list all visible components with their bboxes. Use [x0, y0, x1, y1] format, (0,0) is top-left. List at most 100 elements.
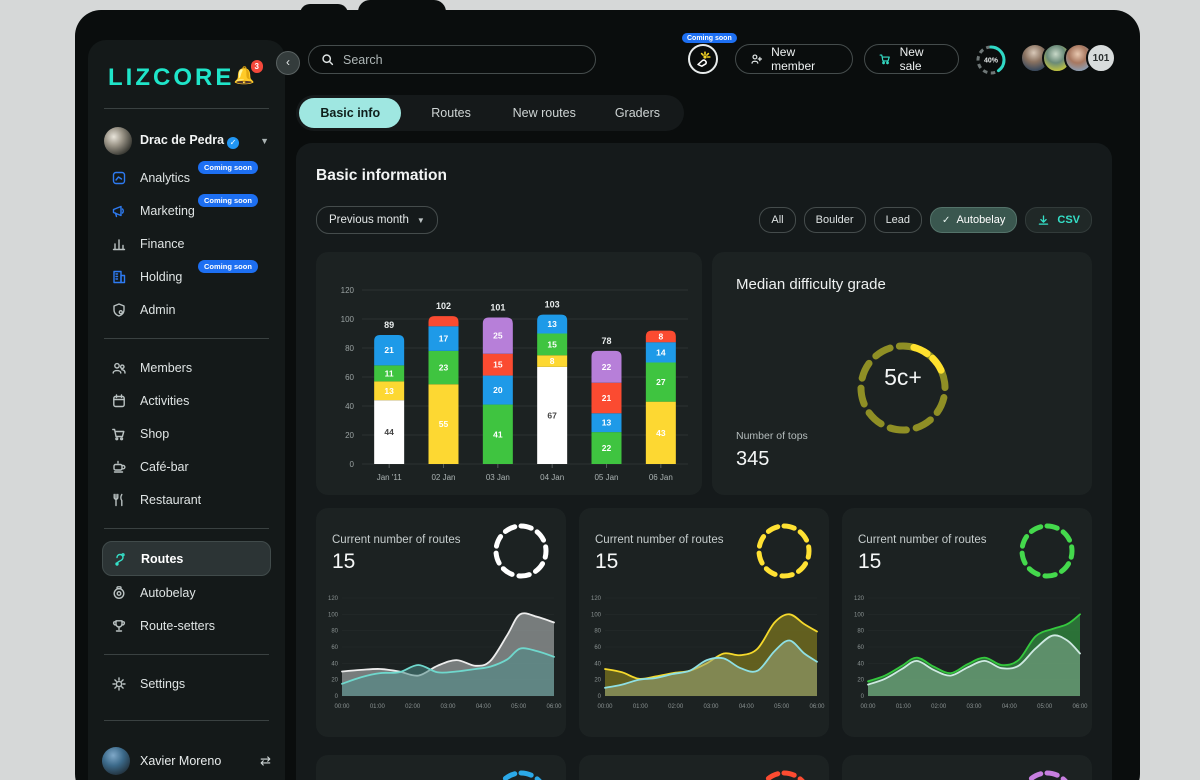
- svg-text:13: 13: [547, 319, 557, 329]
- period-selector[interactable]: Previous month ▼: [316, 206, 438, 234]
- sidebar-item-holding[interactable]: Holding Coming soon: [102, 260, 271, 293]
- sidebar-item-label: Members: [140, 360, 193, 375]
- tab-basic-info[interactable]: Basic info: [299, 98, 402, 128]
- card-value: 15: [332, 550, 356, 573]
- sidebar-item-activities[interactable]: Activities: [102, 384, 271, 417]
- svg-text:03:00: 03:00: [440, 704, 456, 710]
- sidebar-item-restaurant[interactable]: Restaurant: [102, 483, 271, 516]
- svg-text:11: 11: [385, 368, 394, 378]
- svg-text:02:00: 02:00: [668, 704, 684, 710]
- svg-text:20: 20: [594, 678, 601, 684]
- search-placeholder: Search: [343, 52, 383, 67]
- sidebar-collapse-button[interactable]: ‹: [276, 51, 300, 75]
- online-users[interactable]: 101: [1020, 43, 1116, 73]
- filter-boulder[interactable]: Boulder: [803, 207, 866, 233]
- svg-text:60: 60: [331, 645, 338, 651]
- tab-new-routes[interactable]: New routes: [512, 106, 576, 120]
- svg-text:100: 100: [328, 612, 339, 618]
- svg-text:0: 0: [350, 460, 355, 469]
- filter-all[interactable]: All: [759, 207, 796, 233]
- svg-text:40%: 40%: [984, 58, 999, 65]
- svg-text:13: 13: [602, 418, 612, 428]
- card-value: 15: [595, 550, 619, 573]
- svg-text:0: 0: [598, 694, 602, 700]
- tops-value: 345: [736, 448, 770, 470]
- sidebar-item-label: Finance: [140, 236, 185, 251]
- svg-text:80: 80: [857, 629, 864, 635]
- gear-icon: [110, 675, 128, 693]
- tab-routes[interactable]: Routes: [431, 106, 471, 120]
- routes-mini-card-partial-1: Current number of routes: [579, 755, 829, 780]
- svg-text:20: 20: [331, 678, 338, 684]
- sidebar-item-routes[interactable]: Routes: [102, 541, 271, 576]
- svg-text:00:00: 00:00: [597, 704, 613, 710]
- idea-button[interactable]: Coming soon: [682, 33, 737, 76]
- svg-text:80: 80: [331, 629, 338, 635]
- svg-text:100: 100: [341, 315, 355, 324]
- svg-text:05:00: 05:00: [1037, 704, 1053, 710]
- sidebar-item-marketing[interactable]: Marketing Coming soon: [102, 194, 271, 227]
- user-switcher[interactable]: Xavier Moreno ⇄: [102, 733, 271, 775]
- svg-text:8: 8: [550, 356, 555, 366]
- svg-text:02 Jan: 02 Jan: [431, 473, 455, 482]
- sidebar-item-members[interactable]: Members: [102, 351, 271, 384]
- calendar-icon: [110, 392, 128, 410]
- sidebar-item-admin[interactable]: Admin: [102, 293, 271, 326]
- new-sale-button[interactable]: New sale: [864, 44, 959, 74]
- sidebar-item-label: Analytics: [140, 170, 191, 185]
- svg-text:0: 0: [861, 694, 865, 700]
- analytics-icon: [110, 169, 128, 187]
- notifications-button[interactable]: 🔔 3: [234, 60, 263, 86]
- sidebar-item-autobelay[interactable]: Autobelay: [102, 576, 271, 609]
- coffee-icon: [110, 458, 128, 476]
- search-input[interactable]: Search: [308, 45, 596, 74]
- progress-ring: [756, 770, 812, 780]
- svg-text:89: 89: [384, 320, 394, 330]
- svg-text:100: 100: [591, 612, 602, 618]
- median-grade-card: Median difficulty grade 5c+ Number of to…: [712, 252, 1092, 495]
- svg-text:40: 40: [594, 661, 601, 667]
- sidebar-item-shop[interactable]: Shop: [102, 417, 271, 450]
- svg-text:60: 60: [594, 645, 601, 651]
- belay-icon: [110, 584, 128, 602]
- svg-text:15: 15: [493, 360, 503, 370]
- divider: [104, 720, 269, 721]
- filter-autobelay[interactable]: ✓ Autobelay: [930, 207, 1018, 233]
- sidebar-item-label: Marketing: [140, 203, 195, 218]
- svg-text:20: 20: [493, 385, 503, 395]
- svg-text:21: 21: [384, 345, 394, 355]
- svg-text:40: 40: [857, 661, 864, 667]
- sidebar-item-analytics[interactable]: Analytics Coming soon: [102, 161, 271, 194]
- svg-text:67: 67: [547, 410, 557, 420]
- sidebar-item-cafe-bar[interactable]: Café-bar: [102, 450, 271, 483]
- filter-lead[interactable]: Lead: [873, 207, 923, 233]
- rope-icon: [111, 550, 129, 568]
- svg-text:60: 60: [345, 373, 354, 382]
- progress-ring: [1019, 523, 1075, 579]
- sidebar-item-route-setters[interactable]: Route-setters: [102, 609, 271, 642]
- chevron-down-icon: ▼: [260, 136, 269, 146]
- card-title: Current number of routes: [595, 534, 724, 546]
- sidebar-item-label: Routes: [141, 551, 184, 566]
- routes-mini-card-2: Current number of routes 15 0 20 40 60 80 100…: [842, 508, 1092, 737]
- csv-export-button[interactable]: CSV: [1025, 207, 1092, 233]
- sidebar-item-label: Restaurant: [140, 492, 202, 507]
- svg-text:03:00: 03:00: [966, 704, 982, 710]
- svg-text:00:00: 00:00: [334, 704, 350, 710]
- svg-text:03:00: 03:00: [703, 704, 719, 710]
- stacked-bar-chart: 0 20 40 60 80 100 120 44 13 11 21 89 Jan '11 55 23 17 10…: [341, 286, 688, 482]
- svg-text:01:00: 01:00: [633, 704, 649, 710]
- svg-text:02:00: 02:00: [931, 704, 947, 710]
- svg-text:13: 13: [384, 386, 394, 396]
- shield-icon: [110, 301, 128, 319]
- sidebar-item-finance[interactable]: Finance: [102, 227, 271, 260]
- svg-text:05:00: 05:00: [511, 704, 527, 710]
- svg-text:01:00: 01:00: [896, 704, 912, 710]
- routes-mini-card-1: Current number of routes 15 0 20 40 60 80 100…: [579, 508, 829, 737]
- svg-text:100: 100: [854, 612, 865, 618]
- new-member-button[interactable]: New member: [735, 44, 853, 74]
- gym-profile-selector[interactable]: Drac de Pedra ✓ ▼: [102, 121, 271, 161]
- sidebar-item-settings[interactable]: Settings: [102, 667, 271, 700]
- tab-graders[interactable]: Graders: [614, 106, 660, 120]
- card-title: Current number of routes: [332, 534, 461, 546]
